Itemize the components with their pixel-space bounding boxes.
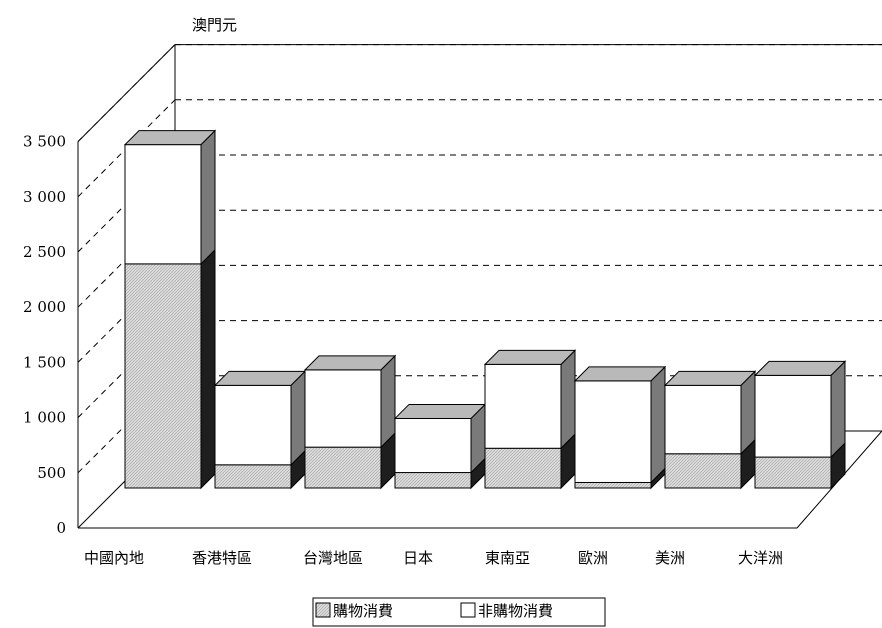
bar-top-face (573, 366, 667, 382)
category-label: 美洲 (655, 549, 685, 567)
bar-top-face (213, 370, 307, 386)
category-label: 中國內地 (84, 549, 144, 567)
bar-side-non-shopping (650, 365, 666, 484)
bars (123, 129, 847, 490)
bar-segment-shopping (304, 446, 382, 489)
legend-swatch-shopping (315, 602, 331, 618)
y-tick-label: 0 (56, 519, 66, 537)
y-axis-unit-label: 澳門元 (192, 16, 237, 34)
bar-segment-non-shopping (124, 144, 202, 265)
bar-segment-shopping (214, 464, 292, 489)
bar-segment-shopping (754, 456, 832, 489)
category-label: 大洋洲 (738, 549, 783, 567)
y-tick-label: 3 000 (23, 188, 66, 206)
legend-label-shopping: 購物消費 (333, 602, 393, 620)
y-tick-label: 1 000 (23, 409, 66, 427)
bar-segment-shopping (124, 263, 202, 489)
bar-top-face (303, 355, 397, 371)
legend-label-non-shopping: 非購物消費 (478, 602, 553, 620)
bar-side-non-shopping (560, 349, 576, 450)
y-tick-label: 2 000 (23, 298, 66, 316)
bar-side-shopping (200, 248, 216, 490)
y-tick-label: 3 500 (23, 133, 66, 151)
y-tick-label: 1 500 (23, 353, 66, 371)
bar-segment-shopping (394, 472, 472, 489)
y-tick-label: 2 500 (23, 243, 66, 261)
category-label: 歐洲 (578, 549, 608, 567)
bar-side-non-shopping (290, 370, 306, 467)
bar-top-face (483, 349, 577, 365)
bar-top-face (123, 130, 217, 146)
bar-segment-non-shopping (574, 380, 652, 483)
x-axis-categories: 中國內地 香港特區 台灣地區 日本 東南亞 歐洲 美洲 大洋洲 (84, 549, 783, 567)
category-label: 香港特區 (192, 549, 252, 567)
y-axis-ticks: 0 500 1 000 1 500 2 000 2 500 3 000 3 500 (23, 133, 66, 537)
gridline-side (77, 44, 176, 142)
bar-side-non-shopping (200, 129, 216, 266)
category-label: 台灣地區 (303, 549, 363, 567)
bar-segment-non-shopping (664, 384, 742, 455)
bar-segment-non-shopping (394, 417, 472, 474)
category-label: 日本 (403, 549, 433, 567)
legend-box (312, 597, 606, 627)
bar-top-face (753, 360, 847, 376)
bar-segment-non-shopping (304, 369, 382, 448)
bar-segment-shopping (664, 453, 742, 489)
bar-segment-shopping (484, 447, 562, 489)
bar-side-non-shopping (380, 354, 396, 449)
bar-top-face (663, 370, 757, 386)
bar-segment-non-shopping (754, 374, 832, 458)
y-tick-label: 500 (37, 464, 66, 482)
legend: 購物消費 非購物消費 (312, 597, 606, 627)
bar-segment-shopping (574, 481, 652, 489)
bar-segment-non-shopping (484, 363, 562, 449)
legend-swatch-non-shopping (460, 602, 476, 618)
category-label: 東南亞 (485, 549, 530, 567)
bar-top-face (393, 403, 487, 419)
bar-side-non-shopping (830, 360, 846, 459)
bar-segment-non-shopping (214, 384, 292, 466)
